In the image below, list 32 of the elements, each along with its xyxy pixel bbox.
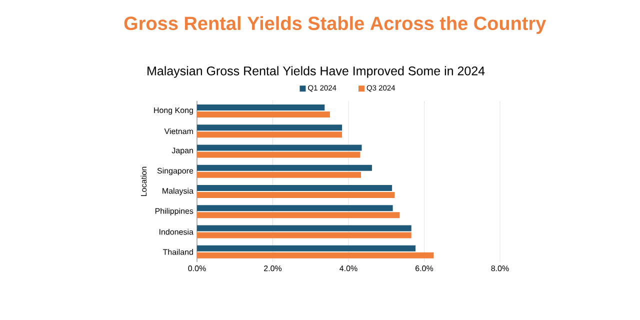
bar (197, 172, 361, 178)
bar (197, 212, 400, 218)
bar (197, 192, 395, 198)
y-tick-label: Hong Kong (154, 107, 193, 115)
x-tick-label: 4.0% (340, 266, 358, 272)
y-tick-label: Vietnam (164, 128, 193, 134)
bar (197, 185, 392, 192)
x-tick-label: 0.0% (188, 266, 206, 272)
chart-title: Gross Rental Yields Stable Across the Country (124, 16, 546, 34)
bar (197, 164, 372, 171)
y-axis-title: Location (140, 166, 147, 196)
y-tick-label: Indonesia (160, 228, 194, 235)
x-tick-label: 2.0% (264, 266, 282, 272)
y-tick-label: Japan (172, 148, 193, 155)
x-tick-label: 8.0% (491, 266, 509, 272)
y-tick-label: Singapore (157, 168, 194, 176)
y-tick-label: Philippines (155, 208, 194, 216)
bar (197, 112, 330, 118)
bar (197, 232, 412, 238)
y-tick-label: Malaysia (162, 188, 194, 196)
bar (197, 124, 342, 131)
x-tick-label: 6.0% (416, 266, 434, 272)
bar (197, 245, 416, 252)
bar (197, 144, 362, 151)
bar (197, 252, 434, 258)
bar (197, 152, 360, 158)
y-tick-label: Thailand (162, 248, 193, 255)
bar (197, 104, 325, 111)
bar (197, 205, 393, 212)
bar (197, 225, 412, 232)
bar (197, 132, 342, 138)
chart-subtitle: Malaysian Gross Rental Yields Have Improved Some in 2024 (148, 66, 485, 78)
